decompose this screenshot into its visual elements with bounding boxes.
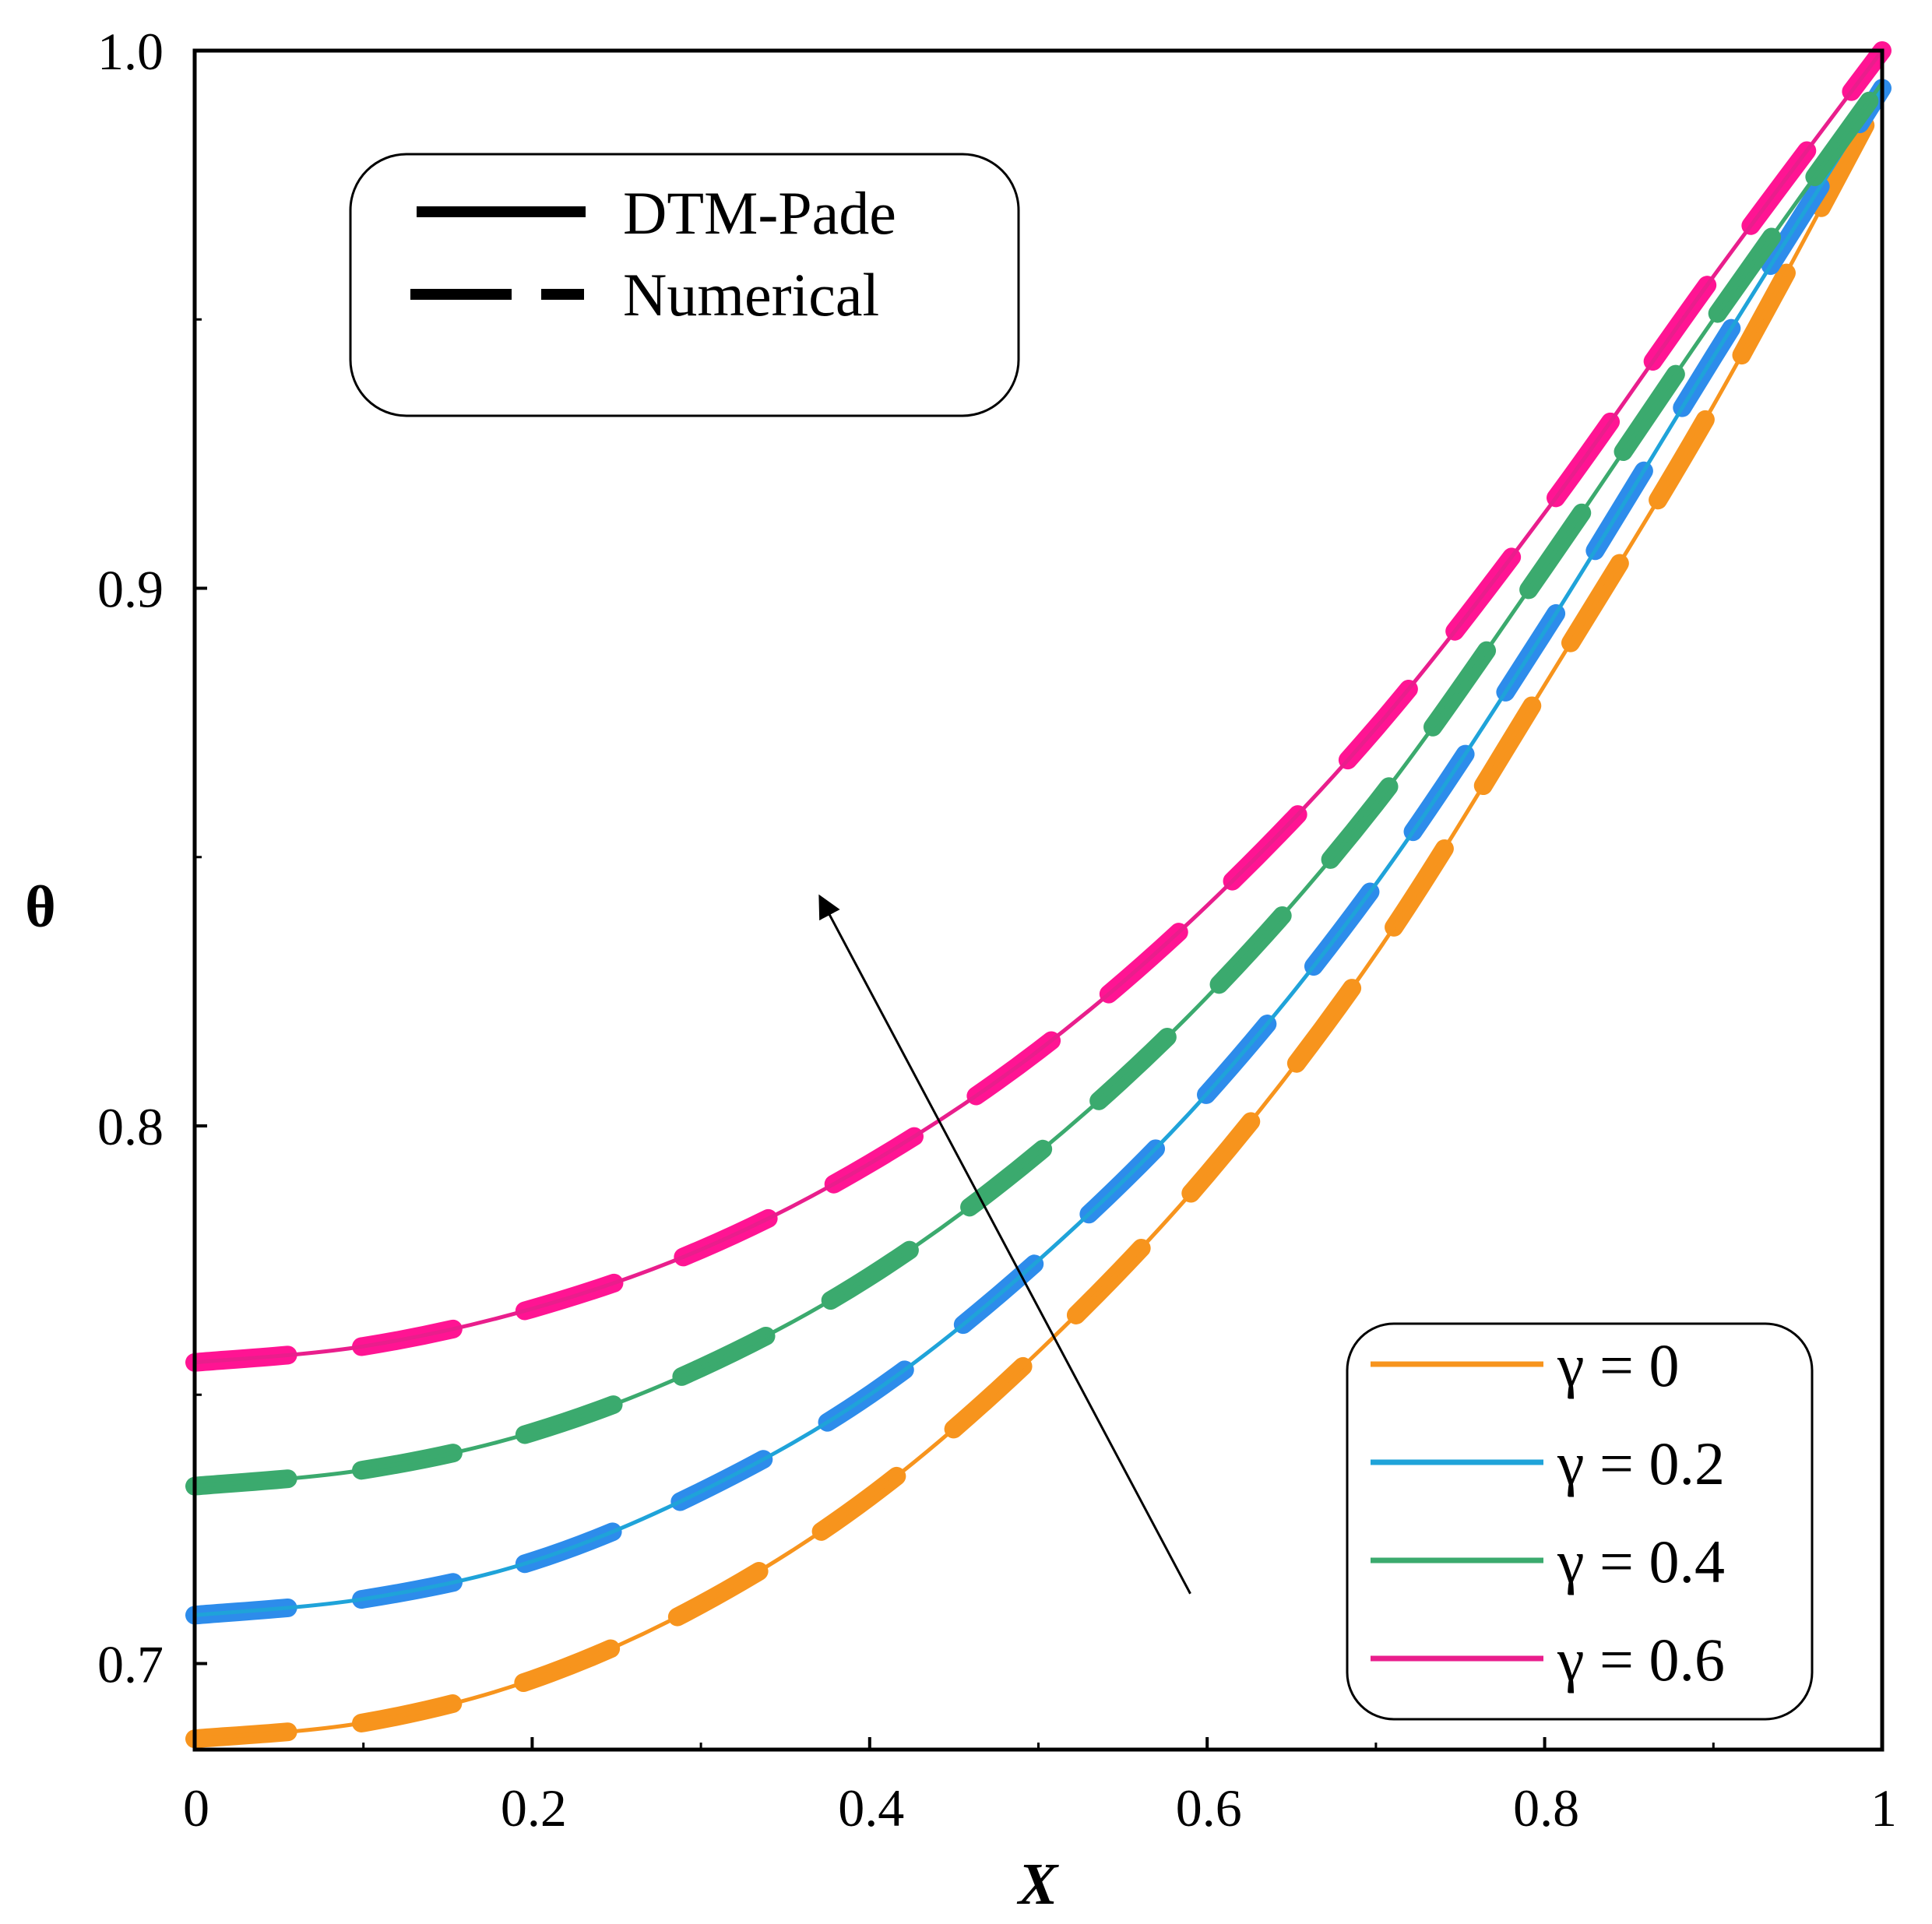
method-legend: DTM-Pade Numerical: [349, 153, 1020, 417]
y-axis: 0.7 0.8 0.9 1.0: [97, 22, 207, 1694]
method-legend-box: [349, 153, 1020, 417]
legend-label-0: γ = 0: [1557, 1331, 1679, 1399]
x-axis-title: X: [1017, 1852, 1060, 1917]
method-legend-label-0: DTM-Pade: [623, 179, 896, 247]
x-tick-label-3: 0.6: [1176, 1778, 1242, 1838]
x-tick-label-0: 0: [183, 1778, 209, 1838]
x-axis: 0 0.2 0.4 0.6 0.8 1: [183, 1737, 1897, 1838]
legend-label-2: γ = 0.4: [1557, 1528, 1725, 1595]
method-legend-label-1: Numerical: [623, 261, 879, 329]
y-tick-label-2: 0.9: [97, 560, 164, 619]
dtm-pade-curve-1: [194, 86, 1884, 1617]
gamma-legend-box: [1346, 1322, 1814, 1721]
x-tick-label-1: 0.2: [501, 1778, 567, 1838]
y-tick-label-3: 1.0: [97, 22, 164, 81]
legend-label-3: γ = 0.6: [1557, 1626, 1725, 1694]
legend-label-1: γ = 0.2: [1557, 1430, 1725, 1497]
x-tick-label-2: 0.4: [838, 1778, 904, 1838]
y-tick-label-1: 0.8: [97, 1097, 164, 1156]
plot-curves: [185, 41, 1892, 1749]
increasing-gamma-arrow: [818, 894, 1191, 1595]
dtm-pade-curve-2: [194, 81, 1884, 1489]
x-tick-label-5: 1: [1870, 1778, 1897, 1838]
y-axis-title: θ: [25, 874, 56, 940]
gamma-legend: γ = 0 γ = 0.2 γ = 0.4 γ = 0.6: [1346, 1322, 1814, 1721]
dtm-pade-curve-3: [194, 49, 1884, 1365]
y-tick-label-0: 0.7: [97, 1635, 164, 1694]
x-tick-label-4: 0.8: [1513, 1778, 1579, 1838]
dtm-pade-curve-0: [194, 93, 1884, 1741]
